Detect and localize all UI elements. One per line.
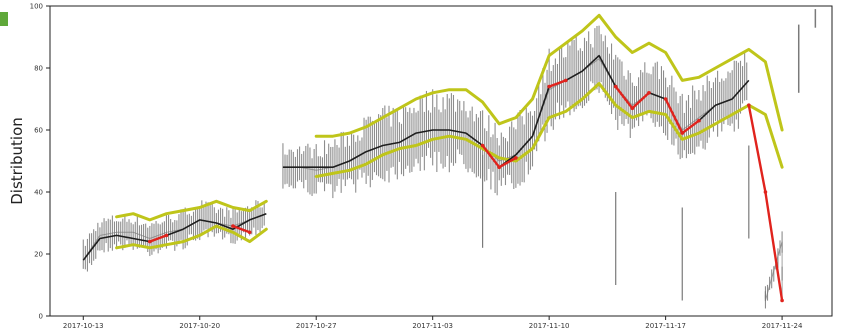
anomaly-point	[148, 239, 152, 244]
y-axis-label: Distribution	[8, 117, 26, 205]
anomaly-point	[547, 84, 551, 89]
x-tick-label: 2017-11-03	[412, 322, 453, 330]
anomaly-point	[747, 103, 751, 107]
anomaly-line	[149, 234, 167, 243]
y-tick-label: 40	[34, 189, 43, 197]
x-tick-label: 2017-11-17	[645, 322, 686, 330]
y-tick-label: 100	[30, 3, 43, 11]
anomaly-point	[231, 224, 235, 228]
y-tick-label: 80	[34, 65, 43, 73]
y-tick-label: 60	[34, 127, 43, 135]
anomaly-point	[630, 106, 635, 111]
x-tick-label: 2017-10-13	[63, 322, 104, 330]
anomaly-point	[164, 233, 169, 238]
anomaly-point	[647, 91, 651, 95]
band-lower-line	[314, 82, 784, 178]
anomaly-line	[747, 104, 784, 301]
corner-accent-mark	[0, 12, 8, 26]
y-axis-ticks: 0 20 40 60 80 100	[30, 3, 50, 321]
plot-frame	[49, 5, 833, 317]
anomaly-point	[563, 78, 568, 83]
raw-series-line	[764, 241, 783, 301]
band-upper-line	[314, 13, 784, 138]
anomaly-line	[232, 224, 251, 234]
anomaly-layer	[148, 78, 784, 303]
x-tick-label: 2017-10-20	[179, 322, 220, 330]
anomaly-point	[680, 131, 685, 135]
anomaly-point	[480, 143, 485, 148]
anomaly-point	[613, 84, 618, 89]
anomaly-point	[497, 165, 502, 169]
y-tick-label: 20	[34, 251, 43, 259]
raw-series-layer	[82, 9, 817, 309]
band-lower-line	[115, 224, 268, 250]
anomaly-point	[514, 156, 518, 160]
anomaly-point	[697, 118, 701, 123]
y-tick-label: 0	[39, 313, 43, 321]
band-layer	[115, 13, 784, 250]
anomaly-point	[247, 230, 252, 235]
band-upper-line	[115, 199, 268, 222]
x-tick-label: 2017-10-27	[296, 322, 337, 330]
anomaly-point	[663, 97, 668, 101]
anomaly-point	[780, 298, 784, 303]
x-tick-label: 2017-11-24	[762, 322, 803, 330]
anomaly-line	[548, 79, 567, 88]
x-tick-label: 2017-11-10	[529, 322, 570, 330]
anomaly-point	[763, 190, 768, 194]
x-axis-ticks: 2017-10-13 2017-10-20 2017-10-27 2017-11-03…	[63, 316, 803, 330]
raw-series-line	[82, 213, 267, 261]
